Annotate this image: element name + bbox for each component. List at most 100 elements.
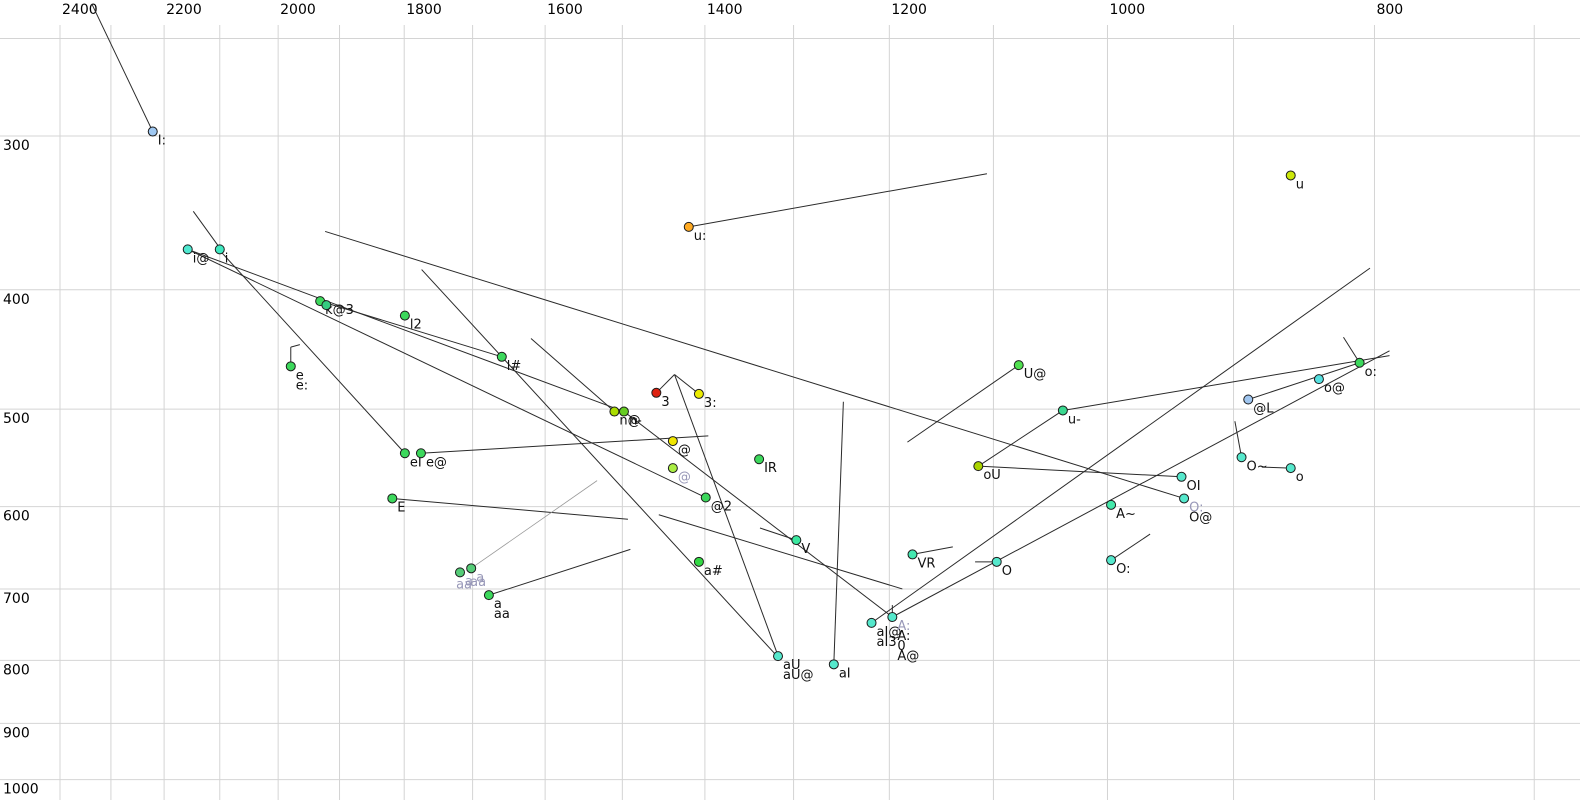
ghost-label: aa [456, 577, 472, 592]
vowel-label-a: a [494, 597, 502, 612]
vowel-label-aU: aU [783, 658, 800, 673]
trajectory-line-26 [1062, 355, 1390, 411]
vowel-label-aI@: aI@ [877, 625, 902, 640]
ghost-label: aa [470, 575, 486, 590]
vowel-label-V: V [801, 542, 810, 557]
trajectory-line-1 [192, 211, 221, 249]
vowel-point-e [285, 361, 296, 372]
vowel-label-eI: eI [410, 455, 422, 470]
vowel-point-a [454, 567, 465, 578]
trajectory-line-21 [623, 411, 893, 618]
vowel-label-VR: VR [917, 556, 935, 571]
y-axis-tick-label: 500 [3, 411, 30, 427]
vowel-label-OI: OI [1187, 479, 1201, 494]
y-axis-tick-label: 300 [3, 138, 30, 154]
trajectory-line-20 [892, 350, 1390, 618]
y-axis-tick-label: 600 [3, 509, 30, 525]
vowel-point-a# [693, 556, 704, 567]
vowel-point-aI [828, 659, 839, 670]
vowel-point-A: [887, 612, 898, 623]
vowel-point-VR [907, 549, 918, 560]
x-axis-tick-label: 800 [1376, 2, 1403, 18]
vowel-label-a: a [465, 574, 473, 589]
vowel-label-e:: e: [296, 378, 308, 393]
vowel-point-3: [693, 388, 704, 399]
trajectory-line-29 [1234, 421, 1243, 458]
vowel-label-e@: e@ [426, 455, 447, 470]
vowel-label-A@: A@ [897, 649, 919, 664]
vowel-point-E [387, 493, 398, 504]
vowel-point-@2 [700, 492, 711, 503]
vowel-point-@L [1243, 394, 1254, 405]
vowel-point-u- [1057, 405, 1068, 416]
vowel-point-eI [399, 448, 410, 459]
x-axis-tick-label: 2400 [62, 2, 98, 18]
vowel-point-l# [496, 351, 507, 362]
vowel-label-O:: O: [1189, 500, 1203, 515]
trajectory-line-36 [530, 338, 615, 412]
trajectory-line-22 [324, 230, 1185, 499]
vowel-label-E: E [397, 500, 405, 515]
vowel-point-IR [754, 454, 765, 465]
vowel-label-IR: IR [764, 461, 777, 476]
vowel-label-o: o [1296, 470, 1304, 485]
trajectory-line-24 [907, 364, 1020, 443]
vowel-label-A~: A~ [1116, 507, 1136, 522]
vowel-point-o@ [1313, 374, 1324, 385]
trajectory-line-27 [1248, 362, 1360, 400]
vowel-label-@2: @2 [711, 500, 732, 515]
vowel-point-O~ [1236, 452, 1247, 463]
vowel-label-u:: u: [694, 229, 707, 244]
vowel-point-i@ [182, 244, 193, 255]
vowel-point-O: [1106, 555, 1117, 566]
vowel-label-n-: n- [629, 414, 642, 429]
vowel-label-i: i [225, 251, 229, 266]
trajectory-line-25 [978, 465, 1182, 478]
vowel-label-3:: 3: [704, 396, 717, 411]
vowel-label-U@: U@ [1024, 367, 1047, 382]
vowel-label-n@: n@ [619, 414, 640, 429]
vowel-point-A~ [1106, 499, 1117, 510]
vowel-label-k@3: k@3 [325, 303, 354, 318]
vowel-label-3: 3 [661, 395, 669, 410]
y-axis-tick-label: 1000 [3, 782, 39, 798]
vowel-point-o [1285, 463, 1296, 474]
trajectory-line-9 [392, 497, 628, 520]
vowel-point-aI@ [866, 617, 877, 628]
vowel-point-n@ [609, 406, 620, 417]
trajectory-line-34 [1110, 533, 1151, 561]
vowel-point-a [483, 590, 494, 601]
vowel-label-a: a [476, 570, 484, 585]
vowel-label-A:: A: [897, 629, 910, 644]
trajectory-line-2 [187, 248, 706, 498]
x-axis-tick-label: 1000 [1109, 2, 1145, 18]
vowel-point-oU [973, 461, 984, 472]
vowel-point-aU [773, 651, 784, 662]
y-axis-tick-label: 900 [3, 725, 30, 741]
x-axis-tick-label: 1400 [707, 2, 743, 18]
vowel-label-a#: a# [704, 564, 723, 579]
vowel-point-i [214, 244, 225, 255]
vowel-label-@L: @L [1253, 401, 1274, 416]
y-axis-tick-label: 800 [3, 662, 30, 678]
vowel-point-u: [683, 221, 694, 232]
vowel-label-l2: l2 [410, 318, 422, 333]
vowel-point-OI [1176, 471, 1187, 482]
vowel-label-o@: o@ [1324, 381, 1345, 396]
trajectory-line-17 [833, 401, 844, 665]
trajectory-line-16 [421, 269, 780, 659]
trajectory-line-15 [674, 374, 780, 659]
x-axis-tick-label: 2000 [280, 2, 316, 18]
x-axis-tick-label: 1200 [891, 2, 927, 18]
trajectory-line-8 [320, 300, 502, 358]
vowel-label-aI: aI [839, 666, 851, 681]
trajectory-line-5 [221, 251, 406, 454]
y-axis-tick-label: 700 [3, 591, 30, 607]
vowel-label-l#: l# [507, 359, 522, 374]
vowel-point-U@ [1013, 360, 1024, 371]
x-axis-tick-label: 1800 [406, 2, 442, 18]
vowel-point-unlabeled [321, 300, 332, 311]
vowel-point-a [466, 563, 477, 574]
vowel-label-O: O [1002, 564, 1012, 579]
